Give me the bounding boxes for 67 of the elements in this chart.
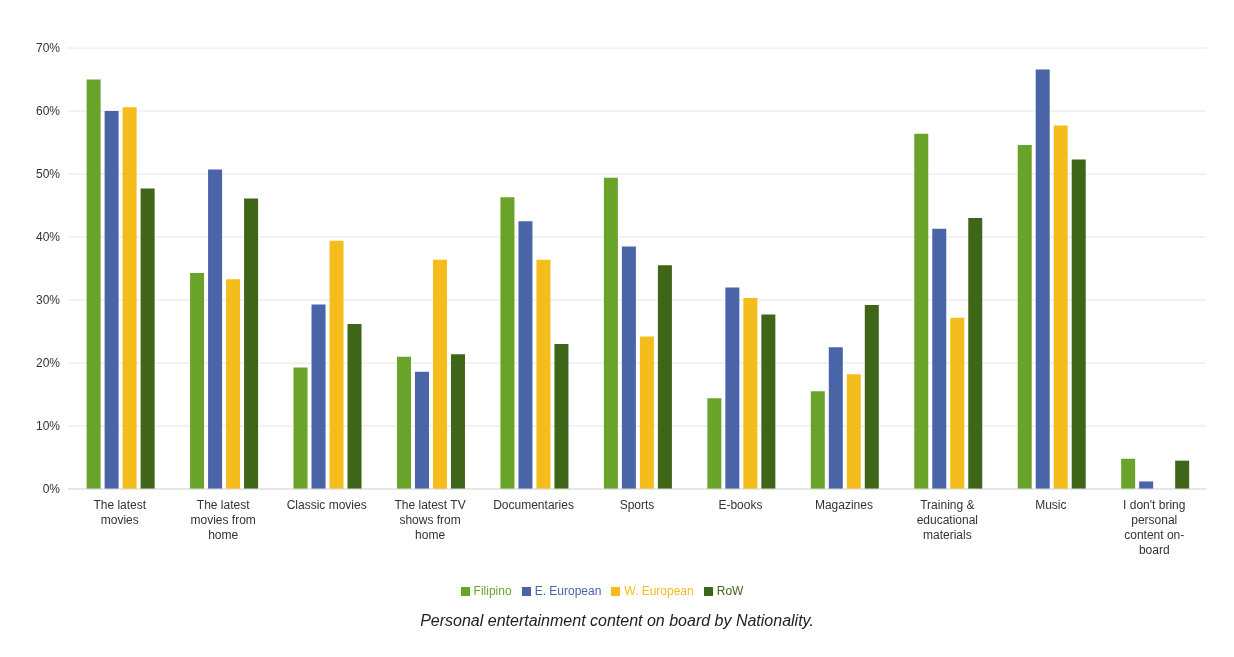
x-tick-label: Documentaries	[493, 498, 574, 512]
bar	[414, 371, 429, 489]
x-tick-label: E-books	[718, 498, 763, 512]
y-tick-label: 50%	[35, 167, 61, 182]
bar	[1035, 69, 1050, 489]
bar	[1017, 145, 1032, 489]
bar	[864, 305, 879, 489]
bar	[968, 218, 983, 489]
y-tick-label: 30%	[35, 293, 61, 308]
bar	[244, 198, 259, 489]
bar	[603, 177, 618, 489]
x-tick-label: The latest movies	[93, 498, 147, 527]
bar	[1175, 460, 1190, 489]
y-tick-label: 20%	[35, 356, 61, 371]
x-tick-label: Magazines	[814, 498, 873, 512]
bar	[311, 304, 326, 489]
legend-label: Filipino	[473, 584, 512, 598]
bar	[725, 287, 740, 489]
bar	[432, 259, 447, 489]
x-tick-label: Classic movies	[286, 498, 367, 512]
bar	[347, 323, 362, 489]
bar	[932, 228, 947, 489]
bar	[104, 111, 119, 489]
bar	[950, 317, 965, 489]
bar	[554, 344, 569, 489]
bar	[226, 279, 241, 489]
x-tick-label: The latest TV shows from home	[394, 498, 466, 542]
bar	[621, 246, 636, 489]
x-tick-label: Sports	[619, 498, 655, 512]
bar	[450, 354, 465, 489]
bar	[914, 133, 929, 489]
bar	[1121, 458, 1136, 489]
x-tick-label: Training & educational materials	[916, 498, 979, 542]
bar	[293, 367, 308, 489]
legend-label: W. European	[624, 584, 694, 598]
bar	[1071, 159, 1086, 489]
bar	[122, 107, 137, 489]
bar	[810, 391, 825, 489]
bar	[828, 347, 843, 489]
bar	[208, 169, 223, 489]
bar	[743, 298, 758, 489]
y-tick-label: 70%	[35, 41, 61, 56]
y-tick-label: 60%	[35, 104, 61, 119]
bar	[500, 197, 515, 489]
y-tick-label: 10%	[35, 419, 61, 434]
legend-label: E. European	[534, 584, 602, 598]
x-tick-label: The latest movies from home	[190, 498, 256, 542]
bar	[846, 374, 861, 489]
bar	[536, 259, 551, 489]
bar	[639, 336, 654, 489]
y-tick-label: 0%	[42, 482, 61, 497]
bar	[396, 356, 411, 489]
bar	[140, 188, 155, 489]
text: Personal entertainment content on board by Nationality.	[419, 612, 815, 630]
bar	[657, 265, 672, 489]
bar	[86, 79, 101, 489]
bar	[1139, 481, 1154, 489]
bar	[329, 240, 344, 489]
bar	[518, 221, 533, 489]
bar	[761, 314, 776, 489]
legend-label: RoW	[716, 584, 744, 598]
x-tick-label: Music	[1035, 498, 1067, 512]
bar	[190, 272, 205, 489]
bar	[707, 398, 722, 489]
x-tick-label: I don't bring personal content on-board	[1123, 498, 1186, 557]
bar	[1053, 125, 1068, 489]
y-tick-label: 40%	[35, 230, 61, 245]
